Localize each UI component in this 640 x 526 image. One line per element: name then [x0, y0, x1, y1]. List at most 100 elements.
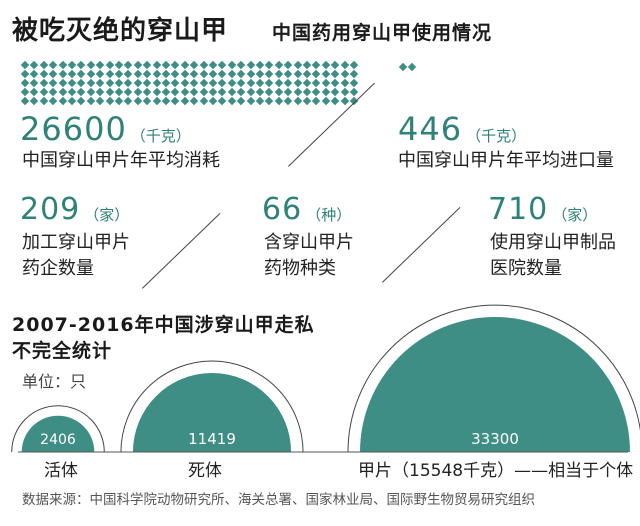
dot-mark — [189, 78, 199, 88]
dot-mark — [236, 96, 246, 106]
dot-mark — [77, 60, 86, 70]
hospitals-label: 使用穿山甲制品 医院数量 — [490, 230, 616, 282]
dot-mark — [340, 69, 349, 79]
dot-mark — [133, 69, 143, 79]
dot-mark — [265, 78, 274, 88]
dot-mark — [189, 87, 199, 97]
bubble-2 — [360, 317, 630, 452]
dot-mark — [48, 60, 58, 70]
dot-mark — [218, 96, 227, 106]
dot-mark — [236, 87, 246, 97]
dot-mark — [39, 78, 49, 88]
consumption-dot-graphic — [20, 60, 362, 106]
dot-mark — [246, 60, 255, 70]
dot-mark — [330, 96, 340, 106]
dot-mark — [283, 78, 293, 88]
dot-mark — [227, 69, 237, 79]
dot-mark — [349, 60, 359, 70]
dot-mark — [95, 78, 105, 88]
dot-mark — [208, 87, 218, 97]
dot-mark — [293, 96, 302, 106]
consumption-value: 26600 — [20, 110, 127, 148]
dot-mark — [20, 78, 30, 88]
dot-mark — [58, 60, 67, 70]
dot-mark — [218, 60, 227, 70]
dot-mark — [227, 87, 237, 97]
dot-mark — [30, 78, 39, 88]
dot-mark — [48, 87, 58, 97]
bubble-0 — [21, 415, 95, 452]
dot-mark — [312, 78, 321, 88]
dot-mark — [105, 78, 114, 88]
smuggling-unit: 单位：只 — [22, 372, 87, 391]
dot-mark — [48, 69, 58, 79]
dot-mark — [86, 69, 96, 79]
dot-mark — [171, 69, 180, 79]
companies-value: 209 — [20, 192, 81, 227]
dot-mark — [189, 69, 199, 79]
companies-label: 加工穿山甲片 药企数量 — [22, 230, 130, 282]
dot-mark — [180, 87, 190, 97]
dot-mark — [398, 62, 408, 72]
dot-mark — [265, 60, 274, 70]
dot-mark — [208, 69, 218, 79]
dot-mark — [189, 60, 199, 70]
dot-mark — [133, 60, 143, 70]
dot-mark — [321, 78, 331, 88]
dot-mark — [180, 78, 190, 88]
dot-mark — [152, 87, 161, 97]
dot-mark — [77, 78, 86, 88]
dot-mark — [302, 96, 312, 106]
dot-mark — [77, 69, 86, 79]
import-dot-graphic — [398, 62, 420, 78]
dot-mark — [20, 87, 30, 97]
dot-mark — [171, 60, 180, 70]
consumption-unit: （千克） — [130, 127, 191, 145]
dot-mark — [293, 60, 302, 70]
dot-mark — [180, 96, 190, 106]
dot-mark — [114, 60, 124, 70]
dot-mark — [255, 87, 265, 97]
dot-mark — [114, 69, 124, 79]
dot-mark — [283, 60, 293, 70]
dot-mark — [283, 87, 293, 97]
dot-mark — [30, 96, 39, 106]
bubble-value-label: 2406 — [40, 432, 76, 448]
dot-mark — [152, 69, 161, 79]
smuggling-title-line1: 2007-2016年中国涉穿山甲走私 — [12, 314, 315, 336]
dot-mark — [340, 96, 349, 106]
divider-line — [142, 212, 221, 289]
drugs-stat: 66 （种） — [262, 192, 351, 227]
dot-mark — [349, 78, 359, 88]
dot-mark — [67, 87, 77, 97]
divider-line — [382, 206, 461, 283]
dot-mark — [86, 78, 96, 88]
import-label: 中国穿山甲片年平均进口量 — [398, 150, 614, 171]
dot-mark — [30, 69, 39, 79]
dot-mark — [312, 96, 321, 106]
dot-mark — [114, 87, 124, 97]
dot-mark — [105, 96, 114, 106]
dot-mark — [349, 87, 359, 97]
dot-mark — [312, 69, 321, 79]
dot-mark — [39, 87, 49, 97]
dot-mark — [142, 87, 152, 97]
dot-mark — [246, 87, 255, 97]
dot-mark — [321, 60, 331, 70]
drugs-value: 66 — [262, 192, 303, 227]
dot-mark — [312, 87, 321, 97]
dot-mark — [199, 87, 208, 97]
import-value: 446 — [398, 110, 463, 148]
dot-mark — [227, 78, 237, 88]
dot-mark — [77, 87, 86, 97]
category-label-scales: 甲片（15548千克）——相当于个体 — [358, 461, 634, 481]
dot-mark — [124, 60, 133, 70]
dot-mark — [199, 60, 208, 70]
dot-mark — [161, 60, 171, 70]
dot-mark — [246, 78, 255, 88]
dot-mark — [48, 96, 58, 106]
dot-mark — [330, 87, 340, 97]
dot-mark — [171, 78, 180, 88]
bubble-value-label: 33300 — [471, 430, 519, 448]
dot-mark — [189, 96, 199, 106]
